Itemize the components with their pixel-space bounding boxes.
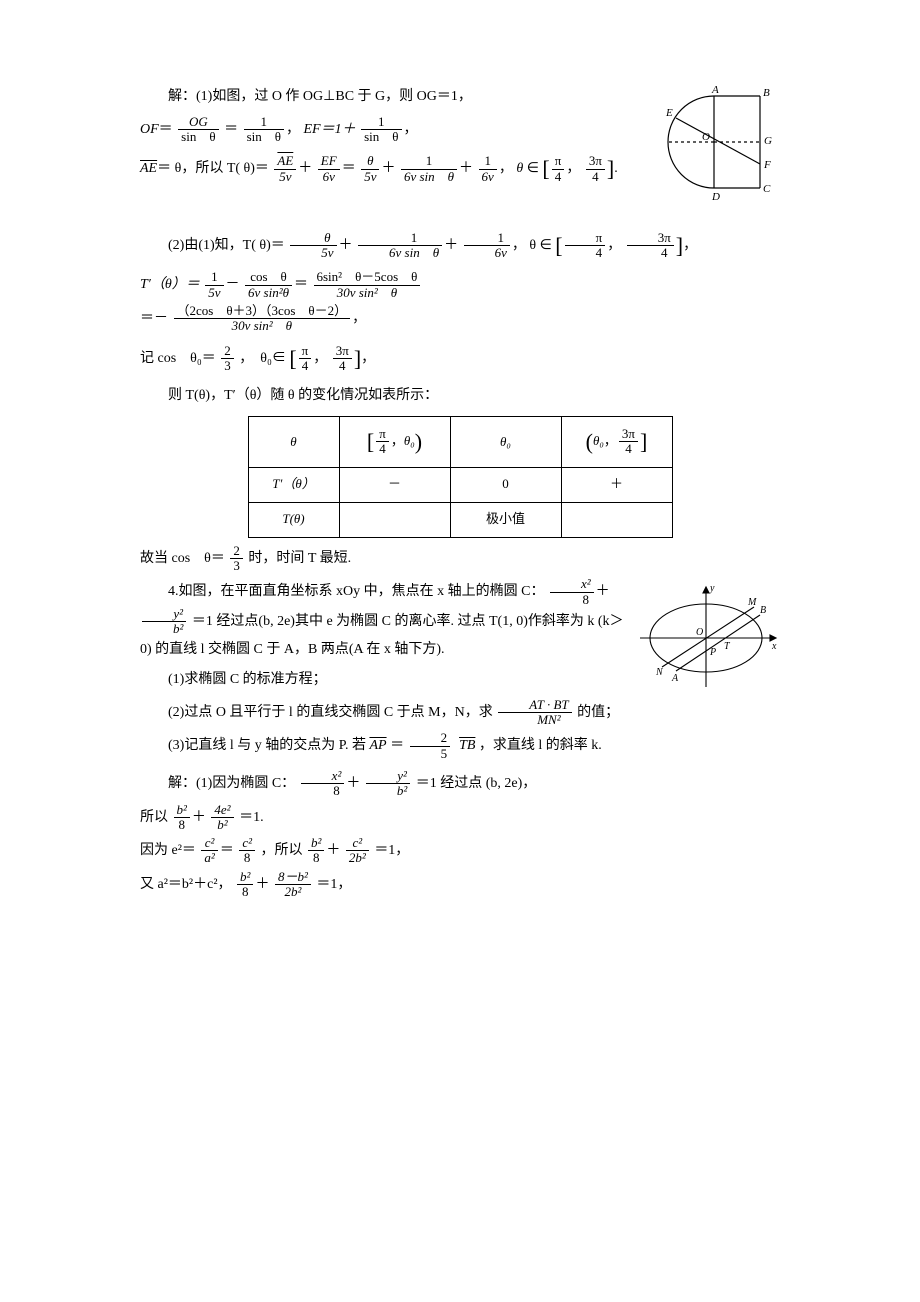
table-h3: θ₀ — [450, 416, 561, 467]
solution-2-deriv1: T′（θ）＝ 15v－ cos θ6v sin²θ＝ 6sin² θ－5cos … — [140, 270, 780, 300]
table-r2-c3 — [561, 502, 672, 537]
solution-2-cos0: 记 cos θ₀＝ 23 ， θ₀∈ [π4， 3π4]， — [140, 338, 780, 380]
sol4-line2: 所以 b²8＋ 4e²b² ＝1. — [140, 803, 780, 833]
sol4-line4: 又 a²＝b²＋c²， b²8＋ 8－b²2b² ＝1， — [140, 870, 780, 900]
table-r1-c3: ＋ — [561, 467, 672, 502]
solution-2-deriv2: ＝－ （2cos θ＋3）（3cos θ－2）30v sin² θ， — [140, 304, 780, 334]
fig1-label-D: D — [711, 191, 720, 202]
table-h1: θ — [248, 416, 339, 467]
solution-2-table-intro: 则 T(θ)，T′（θ）随 θ 的变化情况如表所示： — [140, 383, 780, 410]
q4-sub3: (3)记直线 l 与 y 轴的交点为 P. 若 AP ＝ 25 TB ，求直线 … — [140, 731, 780, 761]
sol4-lead: 解：(1)因为椭圆 C： x²8＋ y²b² ＝1 经过点 (b, 2e)， — [140, 769, 780, 799]
table-r2-c2: 极小值 — [450, 502, 561, 537]
q4-lead: 4.如图，在平面直角坐标系 xOy 中，焦点在 x 轴上的椭圆 C： x²8＋ … — [140, 577, 780, 663]
table-r2-c1 — [339, 502, 450, 537]
solution-2-lead: (2)由(1)知，T( θ)＝ θ5v＋ 16v sin θ＋ 16v， θ ∈… — [140, 225, 780, 267]
solution-1-intro: 解：(1)如图，过 O 作 OG⊥BC 于 G，则 OG＝1， — [140, 84, 780, 111]
sol4-line3: 因为 e²＝ c²a²＝ c²8 ，所以 b²8＋ c²2b² ＝1， — [140, 836, 780, 866]
conclusion: 故当 cos θ＝ 23 时，时间 T 最短. — [140, 544, 780, 574]
table-r1-label: T′（θ） — [248, 467, 339, 502]
variation-table: θ [π4，θ₀) θ₀ (θ₀，3π4] T′（θ） － 0 ＋ T(θ) 极… — [248, 416, 673, 538]
q4-sub2: (2)过点 O 且平行于 l 的直线交椭圆 C 于点 M，N，求 AT · BT… — [140, 698, 780, 728]
table-h2: [π4，θ₀) — [339, 416, 450, 467]
table-r2-label: T(θ) — [248, 502, 339, 537]
table-r1-c2: 0 — [450, 467, 561, 502]
table-h4: (θ₀，3π4] — [561, 416, 672, 467]
q4-sub1: (1)求椭圆 C 的标准方程； — [140, 667, 780, 694]
table-r1-c1: － — [339, 467, 450, 502]
solution-1-t: AE＝ θ，所以 T( θ)＝ AE5v＋ EF6v＝ θ5v＋ 16v sin… — [140, 148, 780, 190]
solution-1-of: OF＝ OGsin θ ＝ 1sin θ， EF＝1＋ 1sin θ， — [140, 115, 780, 145]
